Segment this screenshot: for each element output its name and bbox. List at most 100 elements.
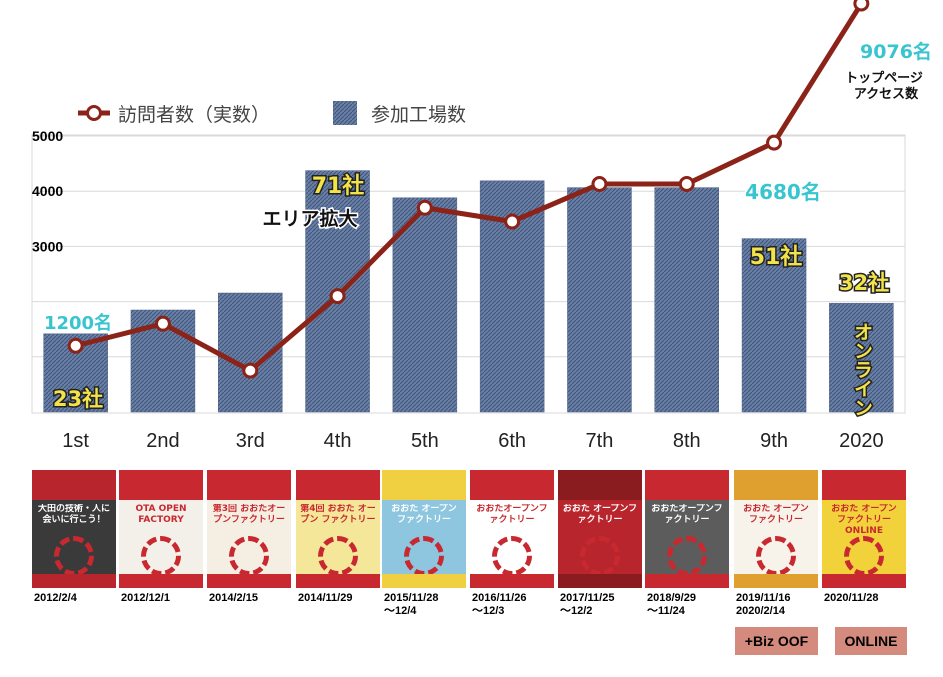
axis-ticks: 5000 4000 3000 1st 2nd 3rd 4th 5th 6th 7th 8th 9th 2… xyxy=(32,128,884,452)
poster-title: おおた オープン ファクトリー xyxy=(391,504,457,525)
poster-date: 2019/11/16 2020/2/14 xyxy=(736,592,790,618)
line-point xyxy=(678,176,695,193)
poster-title: おおた オープン ファクトリー xyxy=(743,504,809,525)
poster-title: 大田の技術・人に会いに行こう！ xyxy=(37,504,110,525)
poster-date-line2: 2020/2/14 xyxy=(736,605,785,617)
poster-title: 第4回 おおた オープン ファクトリー xyxy=(300,504,376,525)
poster-date-line2: 〜12/3 xyxy=(472,605,505,617)
legend-marker xyxy=(86,105,102,121)
area-expand-label: エリア拡大 xyxy=(262,207,357,230)
poster-date-line1: 2014/11/29 xyxy=(298,592,353,604)
companies-label-4th: 71社 xyxy=(312,173,365,199)
line-point xyxy=(329,288,346,305)
poster-date: 2014/2/15 xyxy=(209,592,258,605)
x-tick-label: 5th xyxy=(411,430,439,452)
poster-emblem xyxy=(141,536,181,576)
poster-date-line1: 2015/11/28 xyxy=(384,592,439,604)
poster-thumbnail: 第4回 おおた オープン ファクトリー xyxy=(296,470,380,588)
poster-date: 2017/11/25 〜12/2 xyxy=(560,592,614,618)
line-point xyxy=(67,337,84,354)
legend-bar-label: 参加工場数 xyxy=(371,104,466,126)
poster-date-line2: 〜12/2 xyxy=(560,605,593,617)
poster-date: 2018/9/29 〜11/24 xyxy=(647,592,696,618)
poster-header-band xyxy=(470,470,554,500)
poster-date-line1: 2019/11/16 xyxy=(736,592,791,604)
x-tick-label: 8th xyxy=(673,430,701,452)
poster-emblem xyxy=(756,536,796,576)
poster-title: OTA OPEN FACTORY xyxy=(135,504,187,525)
poster-emblem xyxy=(229,536,269,576)
bar xyxy=(392,197,458,413)
visitors-line xyxy=(75,2,864,374)
poster-date: 2020/11/28 xyxy=(824,592,878,605)
poster-emblem xyxy=(404,536,444,576)
x-tick-label: 1st xyxy=(62,430,89,452)
legend: 訪問者数（実数） 参加工場数 xyxy=(78,101,466,126)
poster-date-line1: 2017/11/25 xyxy=(560,592,615,604)
y-tick-label: 4000 xyxy=(32,183,63,199)
bar xyxy=(43,333,108,413)
line-point xyxy=(242,362,259,379)
bar xyxy=(567,187,632,413)
poster-title: おおたオープンファクトリー xyxy=(476,504,548,525)
x-tick-label: 9th xyxy=(760,430,788,452)
toppage-label-line2: アクセス数 xyxy=(854,86,919,102)
poster-footer-band xyxy=(119,574,203,588)
poster-header-band xyxy=(207,470,291,500)
poster-date-line1: 2012/2/4 xyxy=(34,592,77,604)
poster-thumbnail: 第3回 おおたオープンファクトリー xyxy=(207,470,291,588)
poster-date-line1: 2012/12/1 xyxy=(121,592,170,604)
poster-footer-band xyxy=(558,574,642,588)
poster-header-band xyxy=(119,470,203,500)
y-tick-label: 3000 xyxy=(32,238,63,254)
poster-header-band xyxy=(822,470,906,500)
poster-date-line1: 2020/11/28 xyxy=(824,592,879,604)
x-tick-label: 2020 xyxy=(839,430,884,452)
x-tick-label: 6th xyxy=(498,430,526,452)
poster-date-line1: 2018/9/29 xyxy=(647,592,696,604)
legend-bar-swatch xyxy=(333,101,357,125)
biz-oof-badge: +Biz OOF xyxy=(735,627,818,655)
bar xyxy=(829,302,894,413)
companies-label-first: 23社 xyxy=(53,387,103,411)
line-point xyxy=(766,134,783,151)
bar xyxy=(741,238,807,413)
line-point xyxy=(416,199,433,216)
line-point xyxy=(154,315,171,332)
online-vertical-label: オンライン xyxy=(851,322,873,417)
poster-date-line1: 2016/11/26 xyxy=(472,592,527,604)
poster-thumbnail: おおた オープン ファクトリー ONLINE xyxy=(822,470,906,588)
poster-thumbnail: おおた オープン ファクトリー xyxy=(734,470,818,588)
poster-title: おおたオープンファクトリー xyxy=(651,504,723,525)
poster-emblem xyxy=(667,536,707,576)
poster-footer-band xyxy=(822,574,906,588)
companies-label-9th: 51社 xyxy=(750,244,803,270)
x-tick-label: 7th xyxy=(586,430,614,452)
poster-header-band xyxy=(558,470,642,500)
poster-date: 2012/2/4 xyxy=(34,592,77,605)
poster-date: 2016/11/26 〜12/3 xyxy=(472,592,526,618)
poster-header-band xyxy=(32,470,116,500)
legend-line-label: 訪問者数（実数） xyxy=(118,104,270,126)
x-tick-label: 4th xyxy=(324,430,352,452)
poster-title: おおた オープンファクトリー xyxy=(562,504,638,525)
poster-date: 2014/11/29 xyxy=(298,592,352,605)
poster-footer-band xyxy=(32,574,116,588)
poster-emblem xyxy=(580,536,620,576)
poster-footer-band xyxy=(207,574,291,588)
line-point xyxy=(504,213,521,230)
x-tick-label: 2nd xyxy=(146,430,179,452)
poster-footer-band xyxy=(382,574,466,588)
line-series xyxy=(67,0,870,379)
poster-emblem xyxy=(492,536,532,576)
poster-thumbnail: おおたオープンファクトリー xyxy=(645,470,729,588)
bar xyxy=(654,187,719,413)
poster-thumbnail: 大田の技術・人に会いに行こう！ xyxy=(32,470,116,588)
poster-thumbnail: おおた オープン ファクトリー xyxy=(382,470,466,588)
poster-emblem xyxy=(54,536,94,576)
poster-thumbnail: おおたオープンファクトリー xyxy=(470,470,554,588)
poster-date-line1: 2014/2/15 xyxy=(209,592,258,604)
visitors-label-2020: 9076名 xyxy=(860,40,932,63)
